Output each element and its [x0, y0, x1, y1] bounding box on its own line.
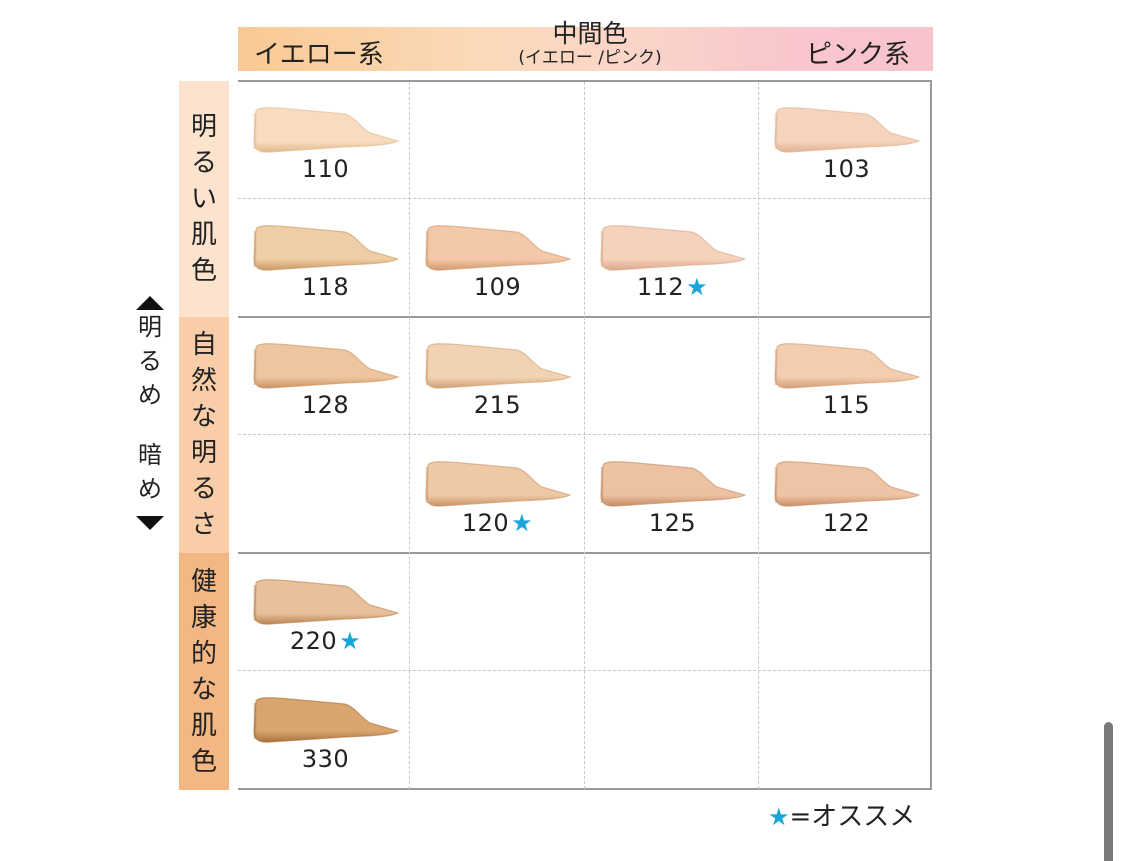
foundation-swatch-icon: [425, 225, 572, 271]
row-group-bright-skin: 明るい肌色: [179, 81, 229, 317]
foundation-swatch-icon: [253, 107, 400, 153]
header-middle-label: 中間色 (イエロー /ピンク): [485, 19, 695, 69]
grid-divider: [758, 82, 759, 789]
header-middle-title: 中間色: [552, 19, 628, 48]
shade-cell: 125: [585, 435, 760, 553]
header-pink-label: ピンク系: [806, 40, 911, 70]
shade-cell: 220★: [238, 553, 413, 671]
shade-number: 118: [301, 273, 350, 301]
triangle-up-icon: [136, 296, 164, 310]
shade-cell: 128: [238, 317, 413, 435]
scrollbar[interactable]: [1104, 722, 1113, 861]
row-group-natural-brightness: 自然な明るさ: [179, 317, 229, 553]
foundation-swatch-icon: [774, 461, 921, 507]
recommended-star-icon: ★: [686, 273, 709, 301]
shade-number: 122: [822, 509, 871, 537]
header-middle-subtitle: (イエロー /ピンク): [518, 48, 662, 68]
header-yellow-label: イエロー系: [254, 40, 384, 70]
foundation-swatch-icon: [774, 343, 921, 389]
grid-bottom-border: [238, 788, 931, 790]
recommended-star-icon: ★: [511, 509, 534, 537]
foundation-swatch-icon: [253, 343, 400, 389]
legend: ★=オススメ: [766, 796, 915, 833]
shade-number: 120★: [461, 509, 534, 537]
shade-cell: 112★: [585, 199, 760, 317]
grid-right-border: [930, 80, 932, 790]
shade-number: 103: [822, 155, 871, 183]
shade-number: 112★: [636, 273, 709, 301]
shade-cell: 215: [410, 317, 585, 435]
shade-cell: 120★: [410, 435, 585, 553]
foundation-swatch-icon: [253, 579, 400, 625]
legend-text: =オススメ: [789, 802, 916, 832]
grid-top-border: [238, 80, 931, 82]
shade-cell: 109: [410, 199, 585, 317]
shade-number: 115: [822, 391, 871, 419]
brightness-axis: 明 る め 暗 め: [130, 296, 170, 530]
shade-number: 220★: [289, 627, 362, 655]
row-group-healthy-skin: 健康的な肌色: [179, 553, 229, 790]
grid-divider: [409, 82, 410, 789]
foundation-swatch-icon: [253, 225, 400, 271]
shade-number: 125: [648, 509, 697, 537]
shade-cell: 103: [759, 81, 934, 199]
axis-bottom-label: 暗 め: [138, 441, 162, 503]
shade-number: 330: [301, 745, 350, 773]
color-category-header: [238, 27, 933, 71]
grid-divider: [584, 82, 585, 789]
star-icon: ★: [768, 803, 790, 831]
shade-cell: 110: [238, 81, 413, 199]
shade-number: 215: [473, 391, 522, 419]
recommended-star-icon: ★: [339, 627, 362, 655]
shade-number: 109: [473, 273, 522, 301]
shade-cell: 118: [238, 199, 413, 317]
triangle-down-icon: [136, 516, 164, 530]
foundation-swatch-icon: [600, 461, 747, 507]
shade-number: 110: [301, 155, 350, 183]
foundation-swatch-icon: [253, 697, 400, 743]
shade-number: 128: [301, 391, 350, 419]
foundation-swatch-icon: [425, 343, 572, 389]
foundation-swatch-icon: [600, 225, 747, 271]
axis-top-label: 明 る め: [138, 313, 162, 409]
shade-cell: 115: [759, 317, 934, 435]
shade-cell: 330: [238, 671, 413, 789]
shade-cell: 122: [759, 435, 934, 553]
foundation-swatch-icon: [774, 107, 921, 153]
foundation-swatch-icon: [425, 461, 572, 507]
